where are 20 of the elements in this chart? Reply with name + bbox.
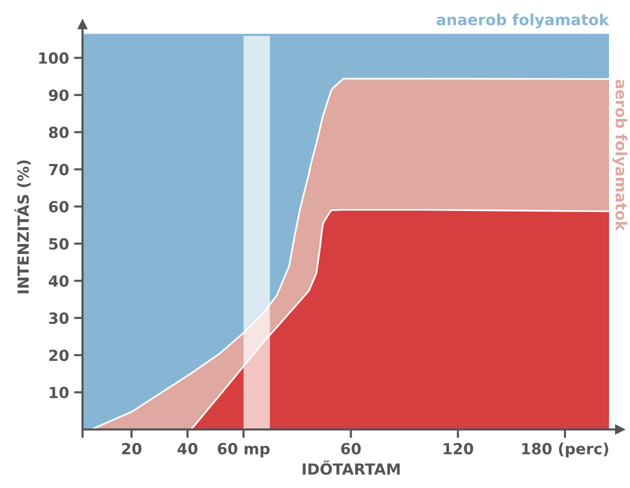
y-tick-label: 20 bbox=[49, 350, 69, 362]
y-axis-title: INTENZITÁS (%) bbox=[14, 160, 31, 294]
x2-tick-label: 120 bbox=[444, 442, 474, 454]
text: aerob folyamatok bbox=[612, 80, 628, 232]
y-tick-label: 50 bbox=[49, 238, 69, 250]
y-tick-label: 80 bbox=[49, 126, 69, 138]
x-tick-label: 60 mp bbox=[218, 442, 270, 458]
x2-tick-label: 60 bbox=[341, 442, 361, 454]
y-tick-label: 90 bbox=[48, 89, 69, 102]
y-tick-label: 30 bbox=[49, 312, 69, 324]
x2-tick-label: 180 (perc) bbox=[522, 442, 608, 458]
x-tick-label: 20 bbox=[122, 442, 142, 454]
y-tick-label: 70 bbox=[49, 164, 69, 176]
y-tick-label: 40 bbox=[48, 275, 69, 287]
series-label: anaerob folyamatok bbox=[436, 14, 610, 28]
x-axis-title: IDŐTARTAM bbox=[302, 460, 400, 475]
y-tick-label: 10 bbox=[50, 386, 69, 398]
x-tick-label: 40 bbox=[178, 442, 198, 454]
y-tick-label: 60 bbox=[49, 200, 69, 213]
y-tick-label: 100 bbox=[39, 52, 69, 64]
